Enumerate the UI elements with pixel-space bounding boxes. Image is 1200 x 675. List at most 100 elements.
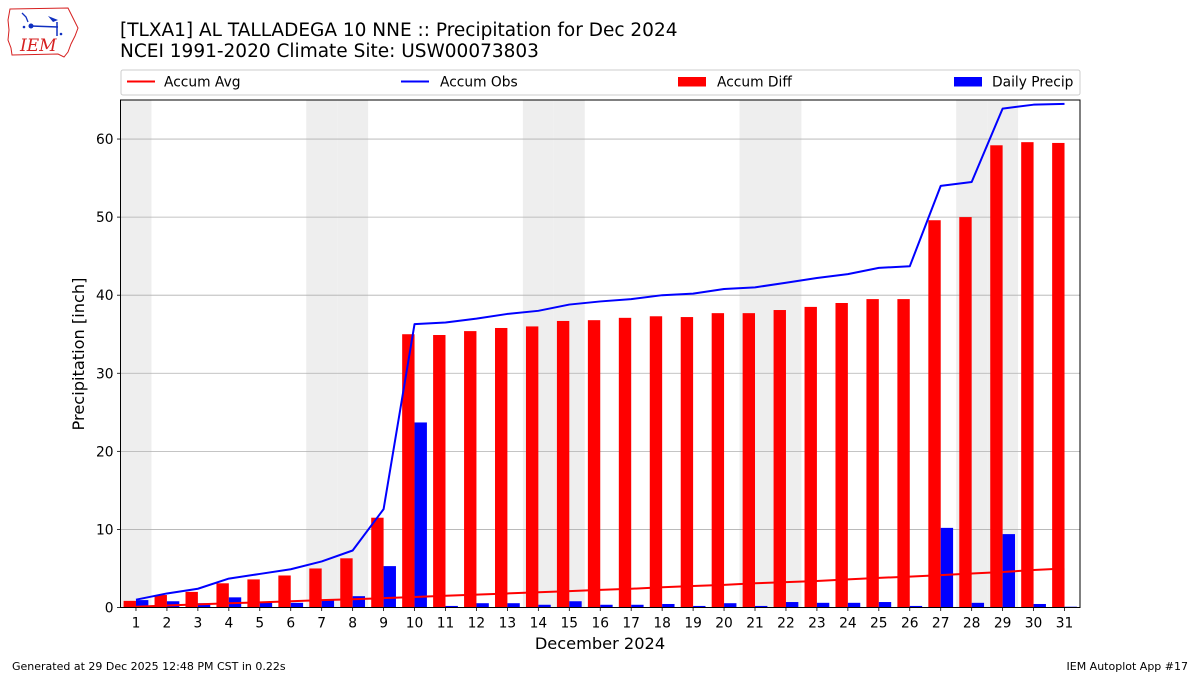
x-tick-label-25: 25 <box>870 616 888 632</box>
line-accum-avg <box>135 567 1065 608</box>
x-tick-label-31: 31 <box>1056 616 1074 632</box>
x-tick-label-26: 26 <box>901 616 919 632</box>
bar-daily-precip-day-15 <box>569 601 582 608</box>
bar-daily-precip-day-23 <box>816 602 830 608</box>
bar-daily-precip-day-28 <box>971 602 985 608</box>
bar-daily-precip-day-26 <box>909 605 923 608</box>
bar-accum-diff-day-12 <box>464 331 477 608</box>
x-tick-label-1: 1 <box>132 616 141 632</box>
x-tick-label-12: 12 <box>468 616 486 632</box>
x-tick-label-30: 30 <box>1025 616 1043 632</box>
bar-accum-diff-day-31 <box>1052 142 1065 608</box>
bar-daily-precip-day-21 <box>755 605 768 608</box>
bar-accum-diff-day-27 <box>928 220 941 608</box>
x-tick-label-5: 5 <box>255 616 264 632</box>
x-tick-label-13: 13 <box>499 616 517 632</box>
x-tick-label-11: 11 <box>437 616 455 632</box>
bar-accum-diff-day-15 <box>556 320 570 608</box>
x-tick-label-16: 16 <box>591 616 609 632</box>
x-axis-label: December 2024 <box>535 634 665 653</box>
bar-daily-precip-day-16 <box>600 604 613 608</box>
x-tick-label-15: 15 <box>561 616 579 632</box>
legend-item-daily-precip: Daily Precip <box>954 75 1073 91</box>
bar-accum-diff-day-30 <box>1021 142 1034 608</box>
lines <box>135 102 1065 608</box>
bar-accum-diff-day-1 <box>123 600 136 608</box>
bar-accum-diff-day-21 <box>742 313 756 608</box>
bar-daily-precip-day-9 <box>383 566 396 608</box>
bar-daily-precip-day-12 <box>476 603 489 608</box>
legend-swatch-daily-precip <box>954 77 982 87</box>
x-tick-label-18: 18 <box>653 616 671 632</box>
x-tick-label-2: 2 <box>163 616 172 632</box>
bar-accum-diff-day-25 <box>866 299 879 608</box>
y-tick-label-10: 10 <box>96 522 114 538</box>
bar-accum-diff-day-19 <box>680 317 694 608</box>
bar-daily-precip-day-20 <box>724 603 737 608</box>
bar-accum-diff-day-14 <box>525 326 539 608</box>
bar-accum-diff-day-22 <box>773 310 786 608</box>
bar-daily-precip-day-19 <box>693 605 706 608</box>
x-tick-label-24: 24 <box>839 616 857 632</box>
bar-daily-precip-day-11 <box>445 605 458 608</box>
bar-daily-precip-day-14 <box>538 604 551 608</box>
chart-subtitle: NCEI 1991-2020 Climate Site: USW00073803 <box>120 41 539 62</box>
y-tick-label-60: 60 <box>96 132 114 148</box>
legend-box <box>120 69 1081 96</box>
bar-accum-diff-day-23 <box>804 306 817 608</box>
x-tick-label-23: 23 <box>808 616 826 632</box>
bar-daily-precip-day-1 <box>135 600 149 608</box>
y-tick-label-20: 20 <box>96 444 114 460</box>
weather-station-icon <box>21 12 63 36</box>
bar-accum-diff-day-20 <box>711 313 725 608</box>
weekend-shade-day-7 <box>306 100 338 608</box>
legend-label-accum-diff: Accum Diff <box>717 75 792 91</box>
x-tick-label-3: 3 <box>193 616 202 632</box>
legend-swatch-accum-diff <box>678 77 706 87</box>
x-tick-label-28: 28 <box>963 616 981 632</box>
legend-item-accum-obs: Accum Obs <box>401 75 518 91</box>
bar-daily-precip-day-5 <box>259 602 273 608</box>
x-tick-label-7: 7 <box>317 616 326 632</box>
bar-daily-precip-day-6 <box>290 602 304 608</box>
bar-accum-diff-day-9 <box>371 517 384 608</box>
y-axis-label: Precipitation [inch] <box>69 278 88 431</box>
bar-accum-diff-day-18 <box>649 316 663 608</box>
x-tick-label-8: 8 <box>348 616 357 632</box>
bar-accum-diff-day-16 <box>587 320 601 608</box>
bar-accum-diff-day-11 <box>433 335 446 608</box>
bar-daily-precip-day-17 <box>631 604 644 608</box>
x-tick-label-9: 9 <box>379 616 388 632</box>
bar-accum-diff-day-10 <box>402 334 415 608</box>
x-tick-label-29: 29 <box>994 616 1012 632</box>
x-tick-label-14: 14 <box>530 616 548 632</box>
bar-daily-precip-day-25 <box>878 602 892 608</box>
bar-daily-precip-day-10 <box>414 422 427 608</box>
axes: 1 2 3 4 5 6 7 8 9 10 11 12 13 14 15 16 17 18 19 20 21 22 23 24 2… <box>96 99 1081 632</box>
bar-accum-diff-day-8 <box>340 558 353 608</box>
x-tick-label-27: 27 <box>932 616 950 632</box>
bar-daily-precip-day-3 <box>197 603 211 608</box>
bar-daily-precip-day-27 <box>940 527 954 608</box>
x-tick-label-4: 4 <box>224 616 233 632</box>
x-tick-label-6: 6 <box>286 616 295 632</box>
bar-accum-diff-day-26 <box>897 299 910 608</box>
x-tick-label-17: 17 <box>622 616 640 632</box>
y-tick-label-50: 50 <box>96 210 114 226</box>
legend-label-accum-obs: Accum Obs <box>440 75 518 91</box>
footer-generated-text: Generated at 29 Dec 2025 12:48 PM CST in… <box>12 660 286 673</box>
bar-accum-diff-day-5 <box>247 579 260 608</box>
bar-daily-precip-day-13 <box>507 603 520 608</box>
bar-accum-diff-day-29 <box>990 145 1003 608</box>
bar-accum-diff-day-24 <box>835 303 848 608</box>
x-tick-label-22: 22 <box>777 616 795 632</box>
legend-label-accum-avg: Accum Avg <box>164 75 241 91</box>
bar-daily-precip-day-8 <box>352 596 366 608</box>
bar-daily-precip-day-7 <box>321 599 335 608</box>
bar-accum-diff-day-17 <box>618 317 632 608</box>
bar-daily-precip-day-24 <box>847 602 861 608</box>
y-tick-label-30: 30 <box>96 366 114 382</box>
iem-logo: IEM <box>7 7 79 58</box>
weekend-shade-day-1 <box>120 100 152 608</box>
